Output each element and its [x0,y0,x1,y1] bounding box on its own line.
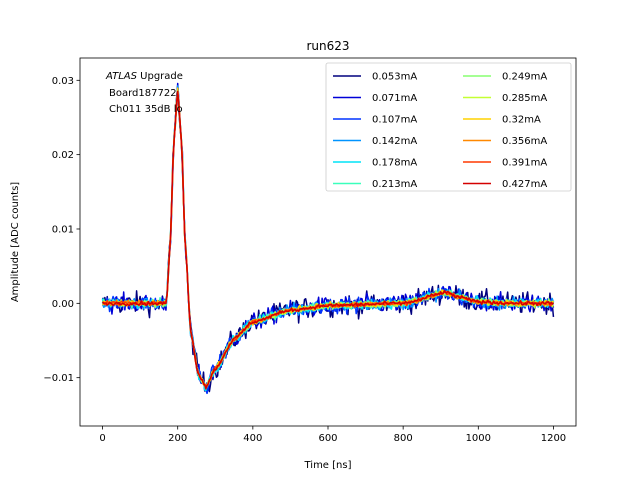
y-tick-label: 0.02 [52,150,74,161]
x-axis-label: Time [ns] [303,460,351,471]
legend-box [325,62,572,192]
chart-title: run623 [306,39,349,53]
x-tick-label: 600 [318,433,337,444]
annotation-line-1: ATLAS Upgrade [105,71,183,82]
y-tick-label: 0.01 [52,224,74,235]
x-tick-label: 1200 [541,433,566,444]
series-line [101,90,555,390]
annotation-line-2: Board187722 [109,88,177,99]
atlas-annotation: ATLAS Upgrade Board187722 Ch011 35dB lo [105,71,183,115]
annotation-upgrade: Upgrade [137,71,183,82]
legend-label: 0.213mA [372,179,417,190]
legend-label: 0.053mA [372,72,417,83]
y-axis: −0.01 0.00 0.01 0.02 0.03 [43,76,80,384]
legend-label: 0.285mA [502,93,547,104]
x-tick-label: 1000 [466,433,491,444]
x-tick-label: 200 [168,433,187,444]
series-line [102,87,554,387]
x-tick-label: 400 [243,433,262,444]
legend-label: 0.427mA [502,179,547,190]
legend-label: 0.356mA [502,136,547,147]
x-axis: 0 200 400 600 800 1000 1200 [99,426,566,444]
y-tick-label: 0.03 [52,76,74,87]
legend-label: 0.142mA [372,136,417,147]
legend-label: 0.178mA [372,158,417,169]
series-layer [101,82,555,395]
x-tick-label: 800 [394,433,413,444]
y-tick-label: 0.00 [52,299,74,310]
legend-label: 0.391mA [502,158,547,169]
legend-label: 0.107mA [372,115,417,126]
legend: 0.053mA 0.071mA 0.107mA 0.142mA 0.178mA 0.213… [325,62,572,192]
legend-label: 0.071mA [372,93,417,104]
y-tick-label: −0.01 [43,373,74,384]
x-tick-label: 0 [99,433,105,444]
annotation-line-3: Ch011 35dB lo [109,104,183,115]
legend-label: 0.249mA [502,72,547,83]
y-axis-label: Amplitude [ADC counts] [10,182,21,302]
series-line [101,82,555,391]
annotation-atlas: ATLAS [105,71,138,82]
legend-label: 0.32mA [502,115,541,126]
